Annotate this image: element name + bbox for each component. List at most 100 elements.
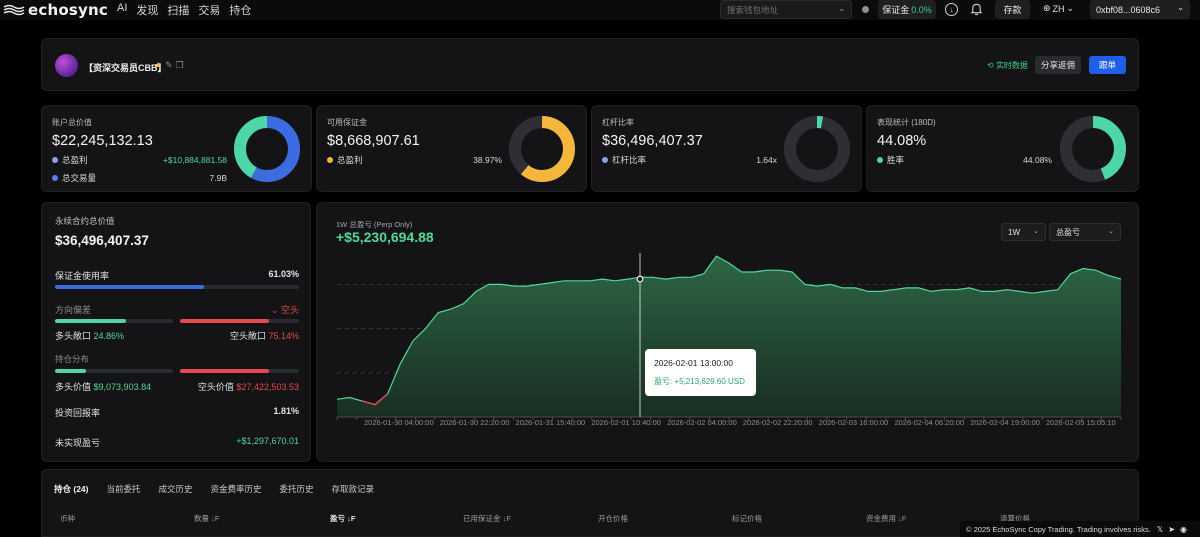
x-tick-label: 2026-02-05 15:05:10: [1046, 418, 1116, 427]
stat-row-value: 1.64x: [756, 155, 777, 165]
pnl-chart-panel: 1W 总盈亏 (Perp Only) +$5,230,694.88 1W ⌄ 总…: [316, 202, 1139, 462]
column-header[interactable]: 已用保证金 ↓F: [463, 514, 511, 523]
range-select[interactable]: 1W ⌄: [1001, 223, 1046, 241]
stat-value: $8,668,907.61: [327, 133, 420, 149]
x-icon[interactable]: 𝕏: [1156, 524, 1164, 534]
bias-label: 方向偏差: [55, 305, 92, 315]
nav-link-trade[interactable]: 交易: [198, 5, 221, 17]
chevron-down-icon: ⌄: [1108, 228, 1114, 235]
chart-total-pnl: +$5,230,694.88: [336, 229, 434, 245]
tab-open-orders[interactable]: 当前委托: [106, 484, 141, 494]
upnl-value: +$1,297,670.01: [236, 436, 299, 446]
short-value: 空头价值 $27,422,503.53: [198, 380, 299, 393]
column-header[interactable]: 币种: [60, 514, 75, 523]
stat-label: 账户总价值: [52, 118, 92, 127]
language-selector[interactable]: ⊕ ZH ⌄: [1043, 3, 1074, 14]
edit-icon[interactable]: ✎: [165, 60, 173, 70]
perp-total-value: $36,496,407.37: [55, 233, 149, 248]
x-tick-label: 2026-02-02 04:00:00: [667, 418, 737, 427]
stat-label: 可用保证金: [327, 118, 367, 127]
short-exposure-track: [180, 319, 299, 323]
tab-deposit-withdraw[interactable]: 存取款记录: [331, 484, 375, 494]
column-header[interactable]: 资金费用 ↓F: [866, 514, 907, 523]
nav-link-scan[interactable]: 扫描: [167, 5, 190, 17]
status-dot-icon: [862, 6, 869, 13]
perp-total-label: 永续合约总价值: [55, 216, 115, 226]
bullet-icon: [602, 157, 608, 163]
donut-slice: [509, 116, 575, 182]
positions-tabs: 持仓 (24) 当前委托 成交历史 资金费率历史 委托历史 存取款记录: [54, 483, 374, 495]
tab-positions[interactable]: 持仓 (24): [54, 484, 89, 494]
metric-select[interactable]: 总盈亏 ⌄: [1049, 223, 1121, 241]
donut-slice: [784, 116, 850, 182]
wallet-address: 0xbf08...0608c6: [1096, 4, 1161, 15]
short-exposure-fill: [180, 319, 270, 323]
download-icon[interactable]: ↓: [945, 3, 958, 16]
tab-order-history[interactable]: 委托历史: [279, 484, 314, 494]
x-tick-label: 2026-02-02 22:20:00: [742, 418, 813, 427]
tab-funding-history[interactable]: 资金费率历史: [210, 484, 262, 494]
x-tick-label: 2026-01-30 04:00:00: [364, 418, 434, 427]
chevron-down-icon: ⌄: [1033, 228, 1039, 235]
wallet-search-input[interactable]: 搜索钱包地址 ⌄: [720, 0, 852, 19]
margin-usage-row: 保证金使用率 61.03%: [55, 269, 299, 282]
stat-row-value: 44.08%: [1023, 155, 1052, 165]
long-value-amount: $9,073,903.84: [93, 382, 152, 392]
donut-slice: [234, 116, 300, 182]
bell-icon[interactable]: [970, 2, 983, 16]
tooltip-value: 盈亏: +5,213,629.60 USD: [654, 377, 745, 386]
long-value-label: 多头价值: [55, 382, 92, 392]
long-value-track: [55, 369, 173, 373]
x-tick-label: 2026-02-04 06:20:00: [894, 418, 965, 427]
x-tick-label: 2026-01-30 22:20:00: [439, 418, 510, 427]
highlight-point: [636, 275, 644, 283]
social-links: 𝕏 ➤ ◉: [1157, 525, 1187, 534]
stat-row-label: 总盈利: [337, 155, 363, 165]
column-header[interactable]: 标记价格: [732, 514, 762, 523]
pnl-area-chart[interactable]: [317, 203, 1138, 461]
stat-row-value: 7.9B: [209, 173, 228, 183]
stat-row: 胜率 44.08%: [877, 154, 1052, 166]
star-icon[interactable]: ★: [154, 60, 163, 70]
language-label: ZH: [1052, 3, 1065, 14]
realtime-data-toggle[interactable]: ⟲ 实时数据: [987, 60, 1028, 71]
short-exposure-value: 75.14%: [268, 331, 299, 341]
copy-icon[interactable]: ❐: [175, 60, 184, 70]
margin-usage-label: 保证金使用率: [55, 271, 110, 281]
bullet-icon: [327, 157, 333, 163]
nav-link-ai[interactable]: AI: [117, 2, 128, 14]
nav-link-discover[interactable]: 发现: [136, 5, 159, 17]
stat-row: 总盈利 38.97%: [327, 154, 502, 166]
pnl-area: [337, 256, 1121, 417]
margin-indicator[interactable]: 保证金 0.0%: [878, 0, 936, 19]
donut-slice: [1060, 116, 1126, 182]
short-exposure-label: 空头敞口: [229, 331, 266, 341]
column-header[interactable]: 清算价格: [1000, 514, 1030, 523]
nav-link-positions[interactable]: 持仓: [229, 5, 252, 17]
long-exposure-label: 多头敞口: [55, 331, 92, 341]
stat-card-leverage: 杠杆比率 $36,496,407.37 杠杆比率 1.64x: [591, 105, 862, 192]
footer-text: © 2025 EchoSync Copy Trading. Trading in…: [966, 524, 1151, 534]
share-referral-button[interactable]: 分享返佣: [1035, 56, 1081, 74]
brand-logo[interactable]: echosync: [3, 1, 111, 19]
discord-icon[interactable]: ◉: [1179, 524, 1187, 534]
wallet-button[interactable]: 0xbf08...0608c6 ⌄: [1090, 0, 1190, 19]
stat-row-label: 总交易量: [62, 173, 97, 183]
trader-name: 【资深交易员CBB】: [84, 63, 167, 73]
stat-card-available-margin: 可用保证金 $8,668,907.61 总盈利 38.97%: [316, 105, 587, 192]
chevron-down-icon: ⌄: [838, 4, 845, 13]
column-header[interactable]: 数量 ↓F: [194, 514, 220, 523]
copy-trade-button[interactable]: 跟单: [1089, 56, 1126, 74]
column-header[interactable]: 开仓价格: [598, 514, 628, 523]
positions-panel: 持仓 (24) 当前委托 成交历史 资金费率历史 委托历史 存取款记录 币种 数…: [41, 469, 1139, 537]
telegram-icon[interactable]: ➤: [1168, 524, 1175, 534]
chevron-down-icon: ⌄: [270, 305, 281, 315]
margin-value: 0.0%: [911, 4, 932, 15]
deposit-button[interactable]: 存款: [995, 0, 1030, 19]
tab-trade-history[interactable]: 成交历史: [158, 484, 193, 494]
stat-card-account-value: 账户总价值 $22,245,132.13 总盈利 +$10,884,881.58…: [41, 105, 312, 192]
realtime-label: 实时数据: [995, 61, 1028, 70]
column-header[interactable]: 盈亏 ↓F: [330, 514, 356, 523]
exposure-row: 多头敞口 24.86% 空头敞口 75.14%: [55, 329, 299, 342]
margin-usage-track: [55, 285, 299, 289]
